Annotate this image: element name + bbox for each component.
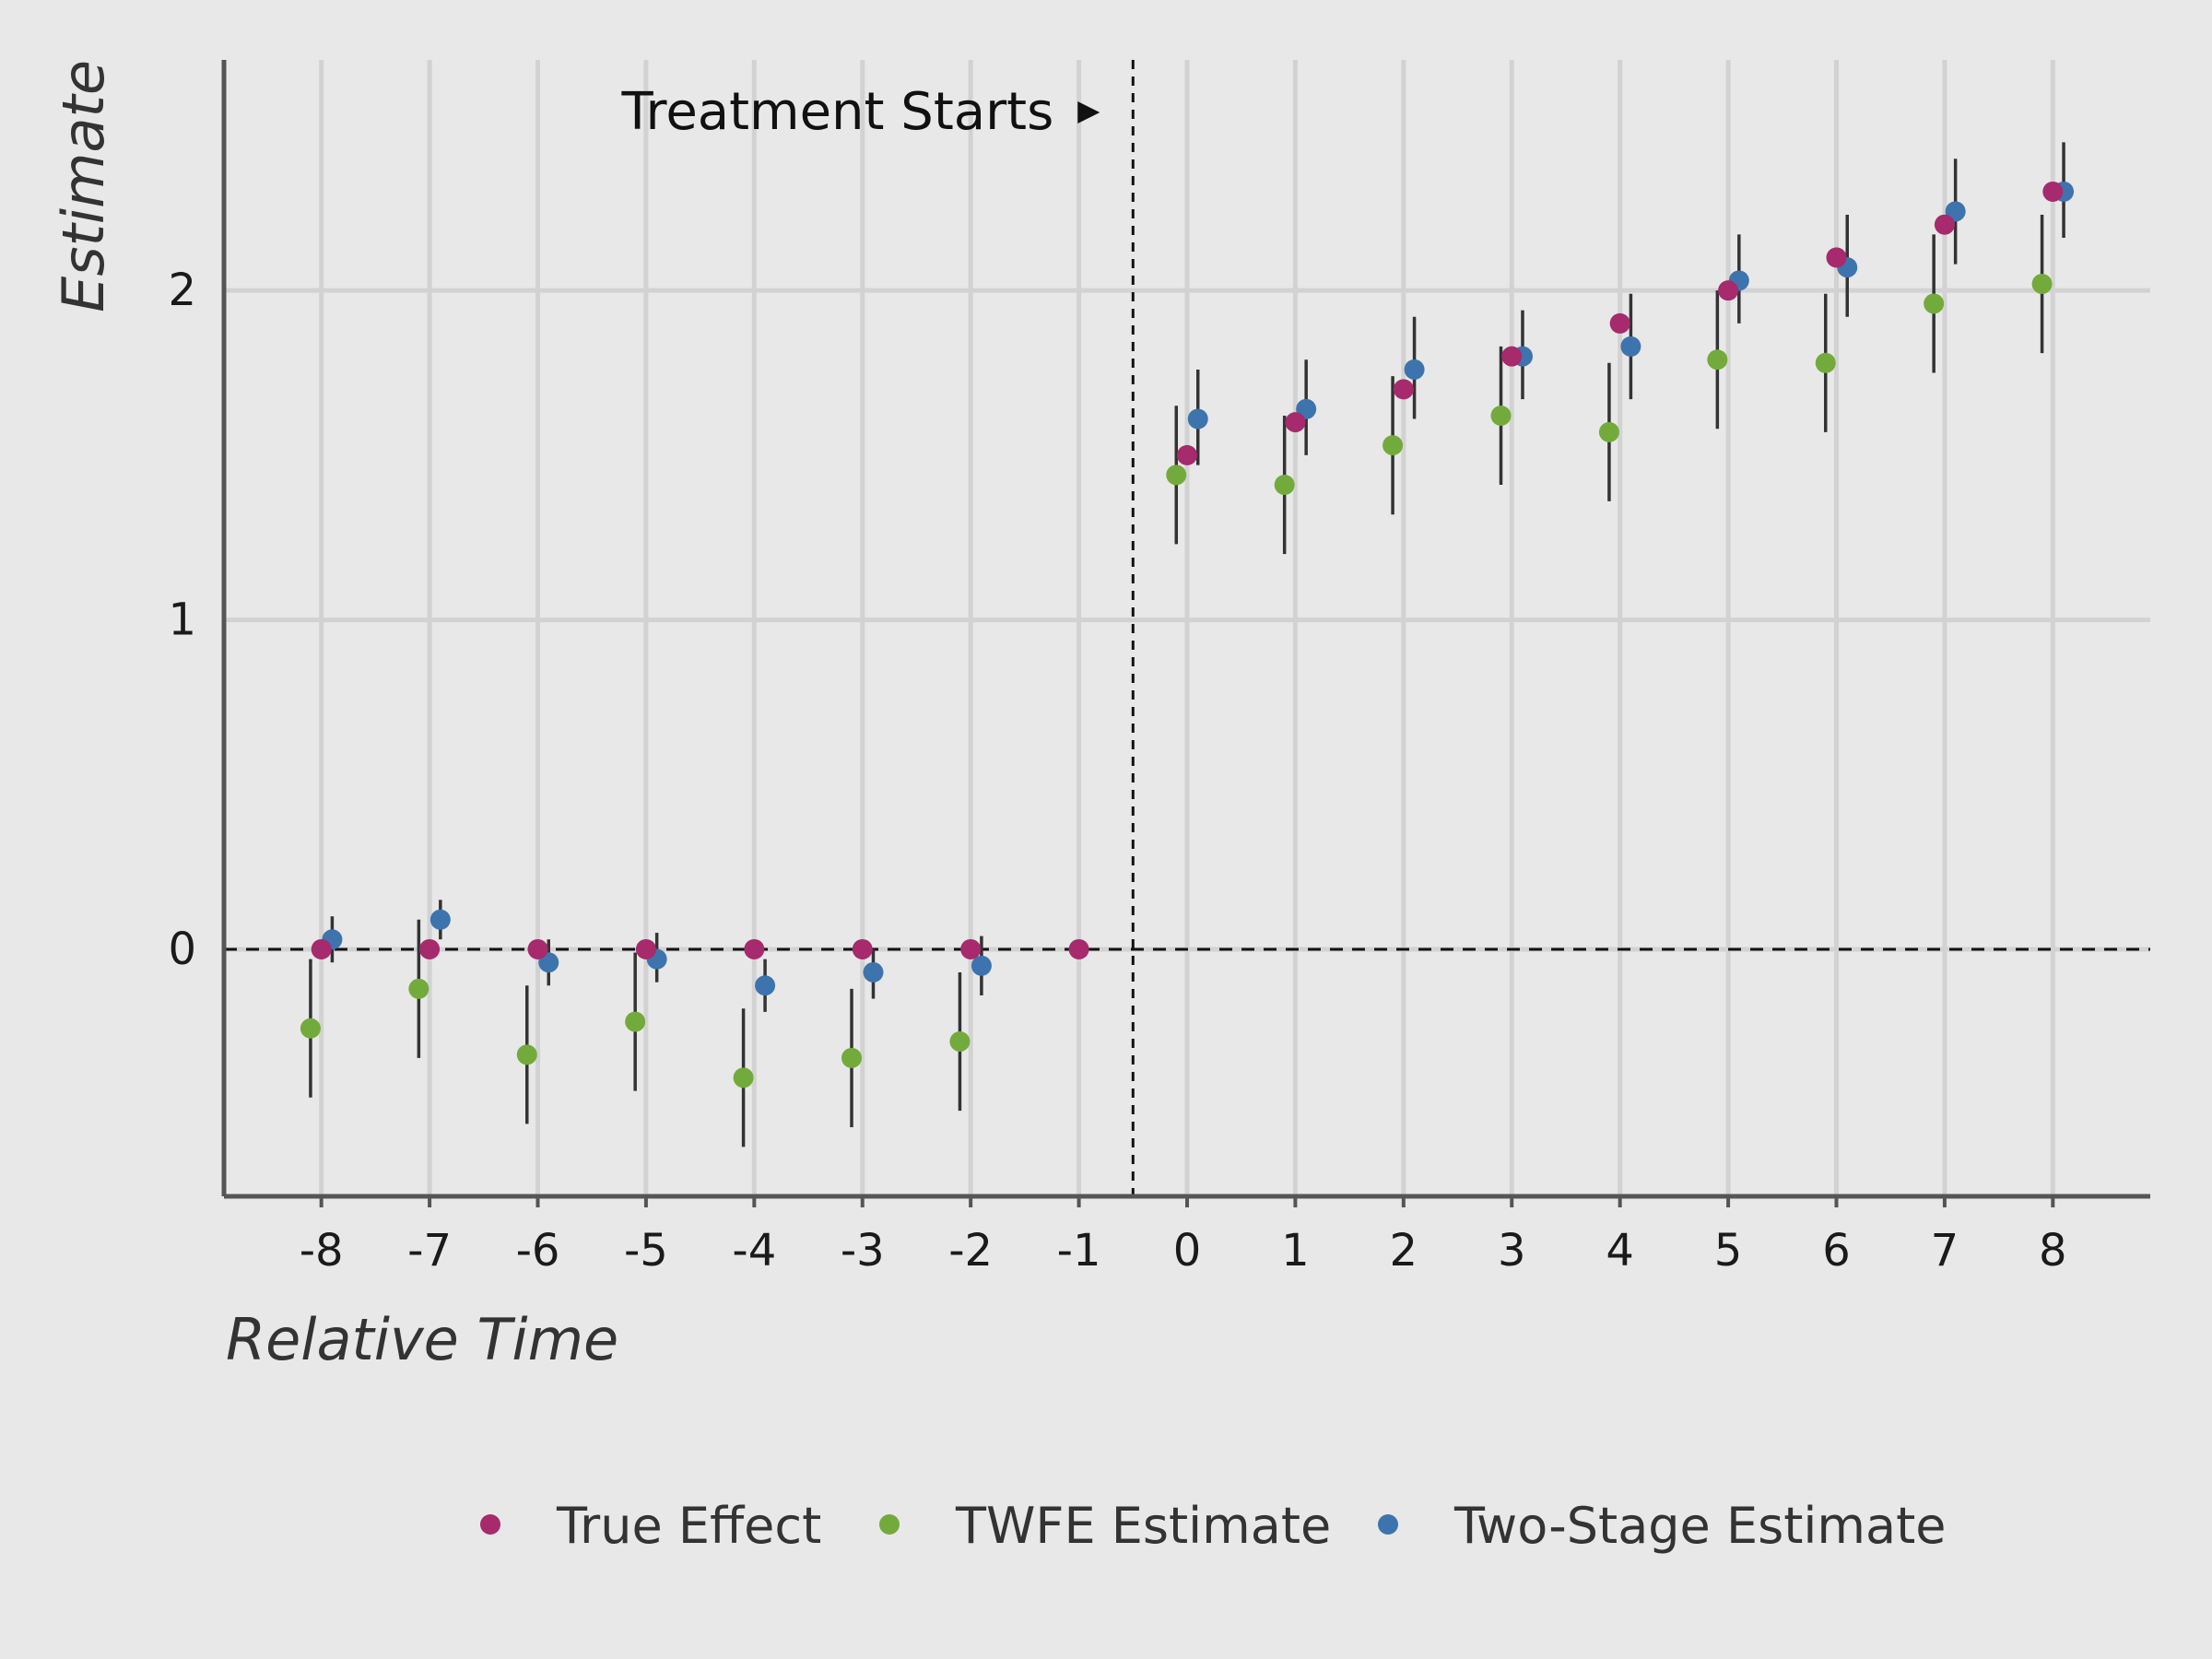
data-point [1393, 379, 1414, 400]
x-tick-label: 0 [1173, 1225, 1202, 1277]
legend-label: TWFE Estimate [955, 1497, 1331, 1555]
legend-item: True Effect [480, 1497, 821, 1555]
x-tick-label: -3 [841, 1225, 885, 1277]
data-point [635, 938, 656, 959]
data-point [300, 1018, 321, 1039]
legend-label: Two-Stage Estimate [1453, 1497, 1946, 1555]
legend-item: TWFE Estimate [879, 1497, 1331, 1555]
data-point [1924, 293, 1945, 314]
data-point [1490, 405, 1512, 426]
data-point [1068, 938, 1089, 959]
y-tick-label: 2 [168, 265, 196, 316]
data-point [516, 1044, 537, 1065]
data-point [1501, 346, 1523, 367]
x-tick-label: 2 [1390, 1225, 1418, 1277]
data-point [733, 1067, 754, 1088]
data-point [2031, 274, 2053, 295]
data-point [1620, 335, 1641, 357]
treatment-annotation: Treatment Starts [621, 82, 1100, 142]
x-tick-label: -4 [732, 1225, 776, 1277]
x-tick-label: -2 [948, 1225, 993, 1277]
data-point [1609, 312, 1630, 334]
y-tick-label: 0 [168, 924, 196, 975]
data-point [1382, 435, 1404, 456]
data-point [841, 1047, 863, 1068]
legend-key [879, 1514, 900, 1535]
data-point [1187, 408, 1208, 429]
x-tick-label: 4 [1606, 1225, 1634, 1277]
y-axis-title: Estimate [50, 60, 117, 312]
y-tick-labels: 0 1 2 [168, 265, 196, 975]
x-tick-label: -7 [407, 1225, 452, 1277]
data-point [863, 961, 884, 982]
x-tick-label: 5 [1714, 1225, 1743, 1277]
data-point [1177, 444, 1197, 465]
y-tick-label: 1 [168, 594, 196, 646]
data-point [1934, 214, 1955, 235]
data-point [1274, 475, 1295, 496]
data-point [1404, 359, 1425, 380]
x-tick-label: 8 [2039, 1225, 2067, 1277]
legend-key [1378, 1514, 1398, 1535]
legend: True Effect TWFE Estimate Two-Stage Estima… [480, 1497, 1946, 1555]
annotation-text: Treatment Starts [621, 82, 1054, 142]
x-tick-labels: -8 -7 -6 -5 -4 -3 -2 -1 0 1 2 3 4 5 6 7 8 [300, 1225, 2067, 1277]
x-tick-label: 7 [1931, 1225, 1959, 1277]
x-tick-label: -1 [1057, 1225, 1101, 1277]
legend-key [480, 1514, 500, 1535]
data-point [429, 909, 451, 930]
data-point [2042, 181, 2064, 202]
data-point [960, 938, 982, 959]
data-point [311, 938, 332, 959]
data-point [1598, 421, 1619, 442]
data-point [755, 975, 776, 996]
data-point [625, 1011, 646, 1032]
data-points [300, 181, 2075, 1088]
data-point [1826, 247, 1847, 268]
data-point [949, 1031, 971, 1053]
data-point [852, 938, 873, 959]
x-tick-label: 3 [1498, 1225, 1526, 1277]
data-point [1707, 349, 1728, 371]
data-point [1815, 352, 1836, 373]
annotation-arrow-icon [1077, 101, 1100, 124]
data-point [527, 938, 548, 959]
data-point [419, 938, 441, 959]
x-tick-label: 1 [1281, 1225, 1310, 1277]
x-tick-label: -8 [300, 1225, 344, 1277]
x-axis-title: Relative Time [226, 1306, 618, 1373]
data-point [744, 938, 765, 959]
legend-label: True Effect [556, 1497, 821, 1555]
legend-item: Two-Stage Estimate [1378, 1497, 1946, 1555]
data-point [1166, 465, 1187, 486]
x-tick-label: 6 [1822, 1225, 1851, 1277]
x-tick-label: -6 [516, 1225, 560, 1277]
x-tick-label: -5 [624, 1225, 668, 1277]
axes [221, 60, 2150, 1207]
data-point [971, 955, 992, 976]
data-point [1718, 280, 1739, 301]
data-point [1285, 412, 1306, 433]
data-point [408, 978, 429, 999]
